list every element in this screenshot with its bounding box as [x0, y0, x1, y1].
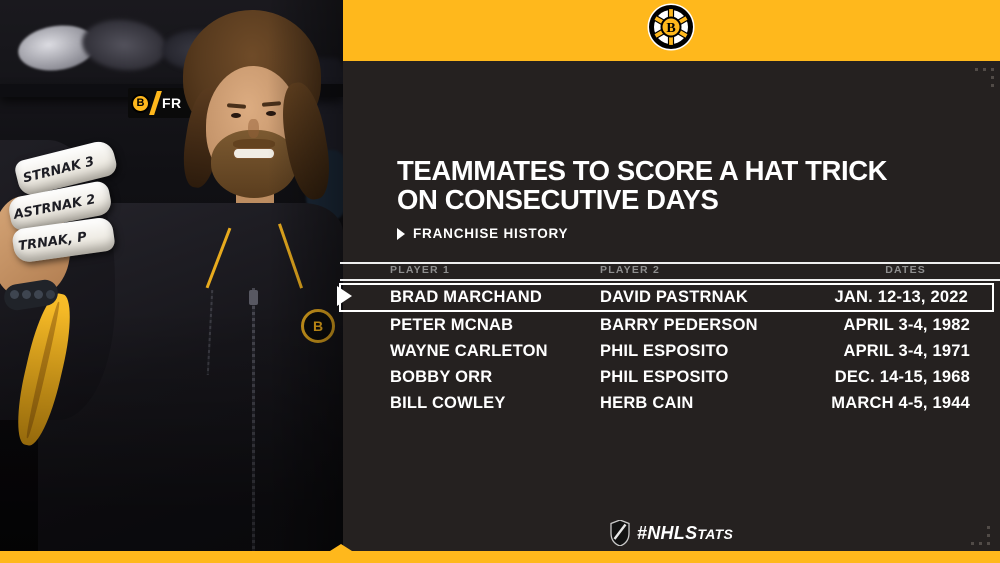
player2-cell: PHIL ESPOSITO	[600, 368, 729, 386]
dates-cell: MARCH 4-5, 1944	[831, 394, 970, 412]
player2-cell: HERB CAIN	[600, 394, 694, 412]
column-header-player1: PLAYER 1	[390, 264, 450, 276]
row-pointer-icon	[337, 286, 352, 306]
bottom-gold-bar	[0, 551, 1000, 563]
column-header-dates: DATES	[885, 264, 926, 276]
dates-cell: APRIL 3-4, 1971	[843, 342, 970, 360]
locker-sign: B FR	[128, 88, 192, 118]
player1-cell: BRAD MARCHAND	[390, 288, 543, 306]
player2-cell: PHIL ESPOSITO	[600, 342, 729, 360]
column-header-player2: PLAYER 2	[600, 264, 660, 276]
dates-cell: APRIL 3-4, 1982	[843, 316, 970, 334]
player-photo: B FR B STRNAK 3 ASTRNAK 2	[0, 0, 343, 563]
table-row: PETER MCNAB BARRY PEDERSON APRIL 3-4, 19…	[343, 312, 1000, 338]
subtitle: FRANCHISE HISTORY	[397, 226, 568, 241]
player1-cell: PETER MCNAB	[390, 316, 514, 334]
player1-cell: WAYNE CARLETON	[390, 342, 548, 360]
player2-cell: BARRY PEDERSON	[600, 316, 758, 334]
hashtag-main: #NHLS	[636, 522, 698, 543]
photo-vignette	[0, 0, 343, 563]
player1-cell: BILL COWLEY	[390, 394, 506, 412]
smile	[233, 148, 275, 159]
bracelet-bead	[46, 290, 55, 299]
table-row: WAYNE CARLETON PHIL ESPOSITO APRIL 3-4, …	[343, 338, 1000, 364]
table-divider-line	[340, 262, 1000, 264]
footer: #NHLSTATS	[343, 519, 1000, 547]
subtitle-label: FRANCHISE HISTORY	[413, 226, 569, 241]
table-row: BOBBY ORR PHIL ESPOSITO DEC. 14-15, 1968	[343, 364, 1000, 390]
bruins-jacket-patch-icon: B	[301, 309, 335, 343]
sign-text: FR	[162, 95, 182, 111]
eye	[266, 111, 276, 116]
nhlstats-hashtag: #NHLSTATS	[637, 523, 733, 544]
page-title: TEAMMATES TO SCORE A HAT TRICK ON CONSEC…	[397, 156, 997, 214]
bracelet-bead	[34, 290, 43, 299]
bruins-logo-letter: B	[666, 21, 675, 36]
nose	[248, 119, 259, 138]
dates-cell: DEC. 14-15, 1968	[834, 368, 970, 386]
jacket-zipper	[252, 288, 255, 563]
eye	[231, 113, 241, 118]
mustache	[233, 139, 275, 149]
table-header-row: PLAYER 1 PLAYER 2 DATES	[343, 263, 1000, 278]
corner-dots-decoration	[975, 68, 995, 88]
table-divider-line	[340, 279, 1000, 281]
bruins-mini-logo-icon: B	[131, 93, 150, 113]
zipper-pull	[249, 290, 258, 305]
bracelet-bead	[22, 290, 31, 299]
nhl-shield-icon	[610, 520, 630, 546]
play-arrow-icon	[397, 227, 405, 240]
title-line-1: TEAMMATES TO SCORE A HAT TRICK	[397, 155, 888, 186]
table-row-highlighted: BRAD MARCHAND DAVID PASTRNAK JAN. 12-13,…	[337, 283, 994, 312]
title-line-2: ON CONSECUTIVE DAYS	[397, 184, 719, 215]
corner-dots-decoration	[971, 526, 991, 546]
bracelet-bead	[10, 290, 19, 299]
bruins-logo-icon: B	[647, 3, 695, 51]
table-row: BILL COWLEY HERB CAIN MARCH 4-5, 1944	[343, 390, 1000, 416]
player2-cell: DAVID PASTRNAK	[600, 288, 748, 306]
gold-notch-triangle	[330, 544, 352, 551]
hashtag-small: TATS	[697, 525, 734, 542]
player1-cell: BOBBY ORR	[390, 368, 493, 386]
dates-cell: JAN. 12-13, 2022	[834, 288, 968, 306]
